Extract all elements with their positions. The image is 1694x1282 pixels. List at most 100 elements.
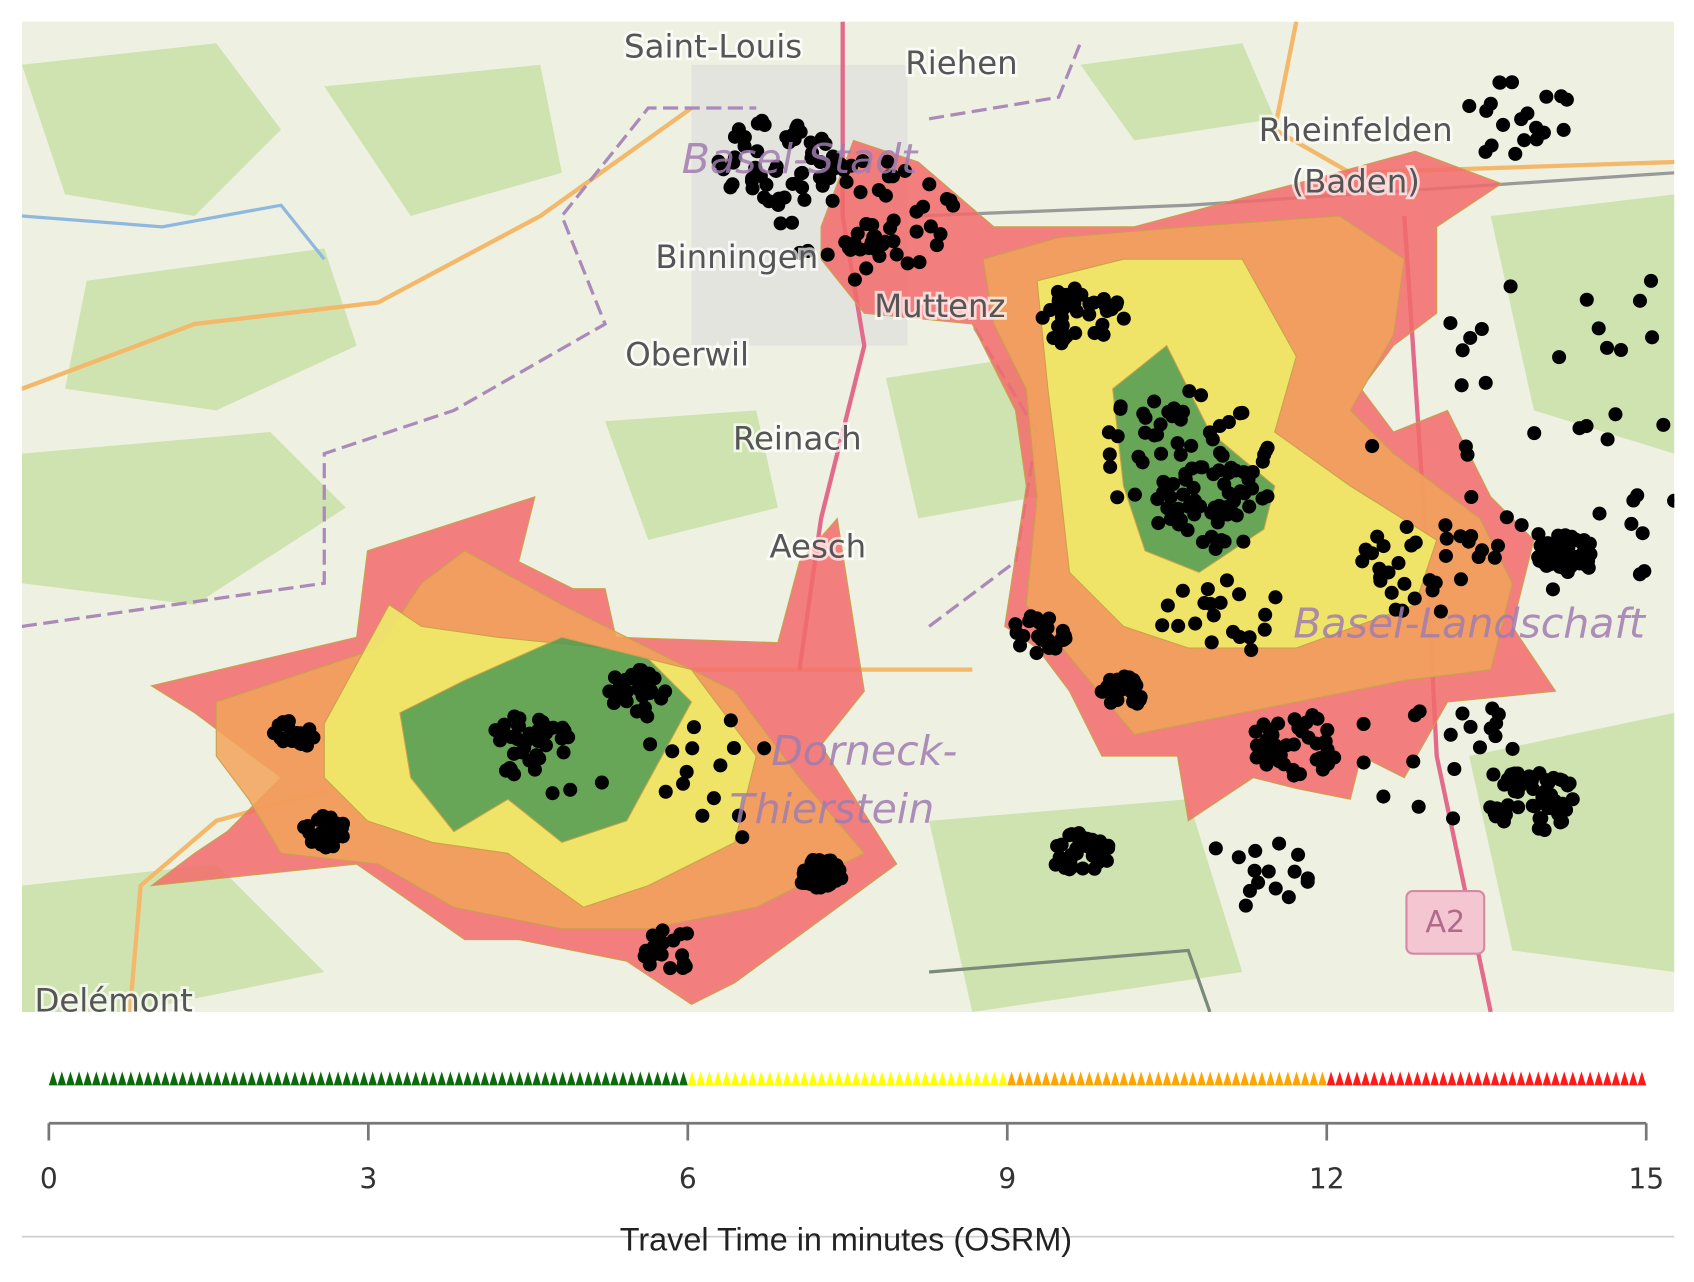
map-label: A2 bbox=[1425, 905, 1465, 940]
colorbar-segment bbox=[48, 1071, 688, 1086]
point bbox=[1313, 751, 1328, 766]
point bbox=[744, 173, 759, 188]
point bbox=[784, 215, 800, 230]
point bbox=[1207, 500, 1222, 515]
point bbox=[1376, 789, 1391, 804]
point bbox=[1553, 772, 1568, 787]
map-label: Delémont bbox=[34, 981, 192, 1019]
point bbox=[563, 782, 578, 797]
point bbox=[1483, 96, 1498, 111]
point bbox=[1096, 292, 1111, 307]
point bbox=[673, 927, 688, 942]
point bbox=[929, 238, 944, 253]
point bbox=[1487, 550, 1502, 565]
map-label: Binningen bbox=[655, 238, 818, 276]
point bbox=[792, 245, 807, 260]
point bbox=[723, 180, 738, 195]
point bbox=[1555, 796, 1570, 811]
point bbox=[618, 673, 633, 688]
point bbox=[695, 808, 710, 823]
point bbox=[1511, 800, 1526, 815]
point bbox=[1458, 439, 1473, 454]
point bbox=[1407, 591, 1422, 606]
point bbox=[1397, 576, 1412, 591]
point bbox=[1175, 583, 1190, 598]
point bbox=[1439, 531, 1454, 546]
point bbox=[723, 713, 738, 728]
point bbox=[679, 764, 694, 779]
point bbox=[706, 791, 721, 806]
point bbox=[922, 177, 937, 192]
point bbox=[330, 816, 345, 831]
map-label: Saint-Louis bbox=[624, 28, 802, 66]
point bbox=[522, 753, 537, 768]
point bbox=[642, 686, 657, 701]
colorbar-segment bbox=[1007, 1071, 1327, 1086]
point bbox=[1221, 485, 1236, 500]
point bbox=[1508, 146, 1523, 161]
point bbox=[1113, 401, 1128, 416]
point bbox=[1376, 539, 1391, 554]
point bbox=[1059, 329, 1074, 344]
point bbox=[1579, 292, 1594, 307]
point bbox=[1110, 429, 1125, 444]
point bbox=[1407, 708, 1422, 723]
tick-label: 9 bbox=[998, 1162, 1016, 1195]
map-label: (Baden) bbox=[1292, 163, 1420, 201]
point bbox=[1643, 273, 1659, 288]
point bbox=[1505, 741, 1520, 756]
point bbox=[1384, 585, 1399, 600]
point bbox=[276, 715, 291, 730]
point bbox=[1327, 750, 1342, 765]
point bbox=[1455, 343, 1470, 358]
point bbox=[1265, 727, 1280, 742]
point bbox=[1248, 843, 1263, 858]
point bbox=[1453, 572, 1469, 587]
points bbox=[266, 75, 1675, 976]
point bbox=[1462, 99, 1477, 114]
point bbox=[1160, 501, 1175, 516]
point bbox=[1517, 133, 1532, 148]
point bbox=[1013, 638, 1028, 653]
point bbox=[1574, 552, 1589, 567]
point bbox=[1242, 499, 1257, 514]
point bbox=[1539, 558, 1554, 573]
point bbox=[1656, 417, 1671, 432]
point bbox=[735, 830, 750, 845]
point bbox=[663, 961, 678, 976]
map-label: Thierstein bbox=[730, 785, 935, 833]
map: Saint-Louis Riehen Rheinfelden (Baden) Basel… bbox=[21, 21, 1675, 1019]
point bbox=[823, 853, 838, 868]
point bbox=[878, 188, 893, 203]
point bbox=[1050, 838, 1065, 853]
point bbox=[1391, 556, 1406, 571]
point bbox=[1514, 775, 1529, 790]
point bbox=[806, 866, 821, 881]
point bbox=[1373, 570, 1388, 585]
point bbox=[867, 241, 882, 256]
point bbox=[1667, 493, 1675, 508]
point bbox=[1040, 632, 1055, 647]
point bbox=[1178, 471, 1193, 486]
point bbox=[1406, 754, 1421, 769]
point bbox=[1200, 582, 1215, 597]
point bbox=[817, 865, 832, 880]
point bbox=[1499, 510, 1514, 525]
point bbox=[1433, 604, 1448, 619]
map-label: Muttenz bbox=[874, 287, 1005, 325]
point bbox=[757, 741, 772, 756]
point bbox=[1496, 814, 1511, 829]
point bbox=[1478, 375, 1493, 390]
colorbar-segment bbox=[1326, 1071, 1647, 1086]
point bbox=[859, 261, 874, 276]
tick-label: 0 bbox=[40, 1162, 58, 1195]
point bbox=[1600, 340, 1615, 355]
point bbox=[1600, 432, 1615, 447]
point bbox=[909, 224, 924, 239]
point bbox=[1613, 342, 1629, 358]
point bbox=[1204, 635, 1219, 650]
point bbox=[1029, 646, 1044, 661]
point bbox=[1170, 436, 1185, 451]
point bbox=[1399, 519, 1414, 535]
point bbox=[655, 923, 670, 938]
